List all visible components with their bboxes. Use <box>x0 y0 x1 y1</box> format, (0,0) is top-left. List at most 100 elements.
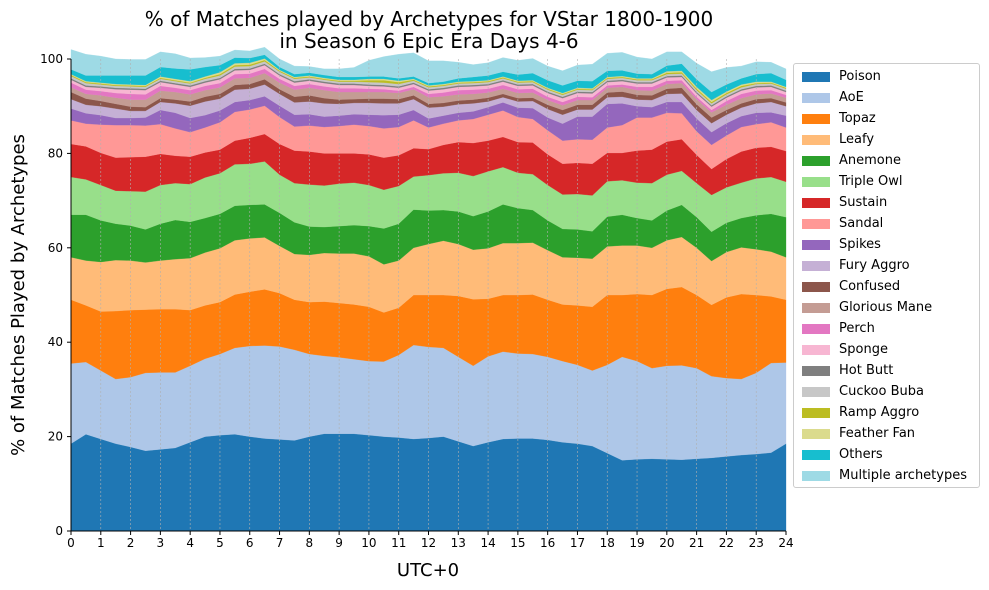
legend-label: Perch <box>839 321 875 336</box>
legend-item: Anemone <box>802 150 901 171</box>
x-tick-label: 0 <box>67 536 75 550</box>
x-tick-label: 6 <box>246 536 254 550</box>
y-tick-label: 80 <box>48 146 63 160</box>
legend-label: Spikes <box>839 237 881 252</box>
legend-item: Feather Fan <box>802 423 915 444</box>
legend-item: Sponge <box>802 339 888 360</box>
legend-label: Hot Butt <box>839 363 894 378</box>
legend-label: Triple Owl <box>839 174 903 189</box>
x-tick-label: 18 <box>600 536 615 550</box>
y-axis-ticks: 0 20 40 60 80 100 <box>40 52 71 538</box>
legend-swatch <box>802 113 830 124</box>
legend-label: Poison <box>839 69 881 84</box>
legend-swatch <box>802 302 830 313</box>
legend-label: Glorious Mane <box>839 300 933 315</box>
legend-label: Topaz <box>839 111 876 126</box>
x-tick-label: 22 <box>719 536 734 550</box>
x-tick-label: 15 <box>510 536 525 550</box>
y-tick-label: 100 <box>40 52 63 66</box>
legend-label: Sandal <box>839 216 884 231</box>
legend-item: Sustain <box>802 192 887 213</box>
legend-swatch <box>802 323 830 334</box>
legend-item: Triple Owl <box>802 171 902 192</box>
legend-label: Feather Fan <box>839 426 916 441</box>
x-tick-label: 5 <box>216 536 224 550</box>
x-tick-label: 11 <box>391 536 406 550</box>
legend-swatch <box>802 92 830 103</box>
legend-label: Others <box>839 447 883 462</box>
legend-label: Fury Aggro <box>839 258 910 273</box>
chart-subtitle: in Season 6 Epic Era Days 4-6 <box>279 29 578 53</box>
x-tick-label: 7 <box>276 536 284 550</box>
legend-item: Others <box>802 444 883 465</box>
x-tick-label: 10 <box>361 536 376 550</box>
legend-swatch <box>802 176 830 187</box>
legend-item: Confused <box>802 276 900 297</box>
legend-item: AoE <box>802 87 864 108</box>
legend-label: Cuckoo Buba <box>839 384 924 399</box>
vertical-gridlines <box>100 59 757 531</box>
area-multiple-archetypes <box>70 47 787 93</box>
legend-swatch <box>802 365 830 376</box>
x-tick-label: 3 <box>157 536 165 550</box>
x-tick-label: 2 <box>127 536 135 550</box>
x-tick-label: 21 <box>689 536 704 550</box>
x-axis-label: UTC+0 <box>397 560 459 581</box>
x-tick-label: 19 <box>629 536 644 550</box>
y-tick-label: 60 <box>48 241 63 255</box>
legend-label: Anemone <box>839 153 901 168</box>
x-tick-label: 16 <box>540 536 555 550</box>
legend-item: Sandal <box>802 213 883 234</box>
x-tick-label: 24 <box>778 536 793 550</box>
legend-item: Topaz <box>802 108 876 129</box>
x-tick-label: 9 <box>335 536 343 550</box>
legend-item: Perch <box>802 318 875 339</box>
legend-swatch <box>802 281 830 292</box>
y-tick-label: 20 <box>48 430 63 444</box>
legend-label: Leafy <box>839 132 875 147</box>
legend-label: Ramp Aggro <box>839 405 920 420</box>
legend-label: Multiple archetypes <box>839 468 967 483</box>
legend-item: Multiple archetypes <box>802 465 967 486</box>
x-tick-label: 4 <box>186 536 194 550</box>
legend-item: Spikes <box>802 234 881 255</box>
x-tick-label: 8 <box>306 536 314 550</box>
legend-item: Fury Aggro <box>802 255 910 276</box>
legend-item: Leafy <box>802 129 874 150</box>
legend: Poison AoE Topaz Leafy Anemone Triple Owl Sust… <box>793 63 980 488</box>
legend-item: Poison <box>802 66 881 87</box>
y-axis-label: % of Matches Played by Archetypes <box>8 134 29 456</box>
legend-swatch <box>802 134 830 145</box>
x-tick-label: 13 <box>451 536 466 550</box>
legend-swatch <box>802 218 830 229</box>
legend-label: AoE <box>839 90 864 105</box>
x-tick-label: 23 <box>749 536 764 550</box>
legend-label: Sustain <box>839 195 888 210</box>
x-tick-label: 1 <box>97 536 105 550</box>
legend-swatch <box>802 260 830 271</box>
legend-swatch <box>802 71 830 82</box>
legend-swatch <box>802 386 830 397</box>
x-tick-label: 17 <box>570 536 585 550</box>
legend-label: Confused <box>839 279 901 294</box>
x-tick-label: 12 <box>421 536 436 550</box>
x-tick-label: 20 <box>659 536 674 550</box>
y-tick-label: 0 <box>55 524 63 538</box>
legend-swatch <box>802 407 830 418</box>
legend-swatch <box>802 155 830 166</box>
y-tick-label: 40 <box>48 335 63 349</box>
legend-item: Cuckoo Buba <box>802 381 924 402</box>
chart-title: % of Matches played by Archetypes for VS… <box>145 7 714 31</box>
legend-swatch <box>802 470 830 481</box>
legend-swatch <box>802 344 830 355</box>
x-tick-label: 14 <box>480 536 495 550</box>
legend-item: Ramp Aggro <box>802 402 919 423</box>
legend-item: Hot Butt <box>802 360 893 381</box>
legend-swatch <box>802 197 830 208</box>
legend-swatch <box>802 449 830 460</box>
legend-swatch <box>802 428 830 439</box>
x-axis-ticks: 0 1 2 3 4 5 6 7 8 9 10 11 12 13 14 15 16 17 18 19 20 21 22 23 24 <box>67 531 794 550</box>
legend-item: Glorious Mane <box>802 297 932 318</box>
legend-swatch <box>802 239 830 250</box>
